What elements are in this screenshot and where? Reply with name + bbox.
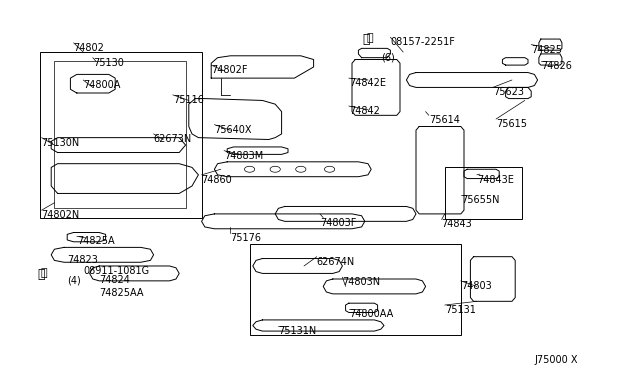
Text: 74825: 74825 bbox=[531, 45, 562, 55]
Text: 74843E: 74843E bbox=[477, 175, 514, 185]
Text: 74800AA: 74800AA bbox=[349, 309, 393, 319]
Text: Ⓝ: Ⓝ bbox=[37, 268, 45, 281]
Text: 62673N: 62673N bbox=[154, 134, 192, 144]
Text: Ⓑ: Ⓑ bbox=[362, 33, 370, 46]
Text: J75000 X: J75000 X bbox=[534, 355, 578, 365]
Text: 75623: 75623 bbox=[493, 87, 524, 97]
Text: 75176: 75176 bbox=[230, 232, 261, 243]
Bar bbox=[40, 52, 202, 218]
Text: 75615: 75615 bbox=[496, 119, 527, 129]
Text: 74883M: 74883M bbox=[224, 151, 263, 161]
Text: 74825A: 74825A bbox=[77, 236, 115, 246]
Text: 74803: 74803 bbox=[461, 281, 492, 291]
Text: 74824: 74824 bbox=[99, 275, 130, 285]
Text: 08911-1081G: 08911-1081G bbox=[83, 266, 149, 276]
Text: 75116: 75116 bbox=[173, 95, 204, 105]
Text: 74860: 74860 bbox=[202, 175, 232, 185]
Text: 74802F: 74802F bbox=[211, 65, 248, 75]
Text: 75655N: 75655N bbox=[461, 195, 499, 205]
Text: 74802: 74802 bbox=[74, 43, 104, 53]
Text: 74842E: 74842E bbox=[349, 78, 386, 88]
Text: 75640X: 75640X bbox=[214, 125, 252, 135]
Text: 75130: 75130 bbox=[93, 58, 124, 68]
Text: Ⓝ: Ⓝ bbox=[41, 268, 47, 278]
Text: 74803N: 74803N bbox=[342, 277, 381, 287]
Text: 74800A: 74800A bbox=[83, 80, 120, 90]
Text: 74826: 74826 bbox=[541, 61, 572, 71]
Text: 75131: 75131 bbox=[445, 305, 476, 315]
Text: 75131N: 75131N bbox=[278, 326, 317, 336]
Text: (6): (6) bbox=[381, 52, 394, 62]
Text: 74843: 74843 bbox=[442, 219, 472, 230]
Text: 74825AA: 74825AA bbox=[99, 288, 144, 298]
Text: 74802N: 74802N bbox=[42, 210, 80, 220]
Text: 74823: 74823 bbox=[67, 255, 98, 265]
Text: 75130N: 75130N bbox=[42, 138, 80, 148]
Text: Ⓑ: Ⓑ bbox=[366, 33, 372, 44]
Text: 62674N: 62674N bbox=[317, 257, 355, 267]
Bar bbox=[54, 61, 186, 208]
Text: 08157-2251F: 08157-2251F bbox=[390, 37, 455, 47]
Bar bbox=[445, 167, 522, 219]
Bar bbox=[250, 244, 461, 335]
Text: 74842: 74842 bbox=[349, 106, 380, 116]
Text: 75614: 75614 bbox=[429, 115, 460, 125]
Text: 74803F: 74803F bbox=[320, 218, 356, 228]
Text: (4): (4) bbox=[67, 275, 81, 285]
